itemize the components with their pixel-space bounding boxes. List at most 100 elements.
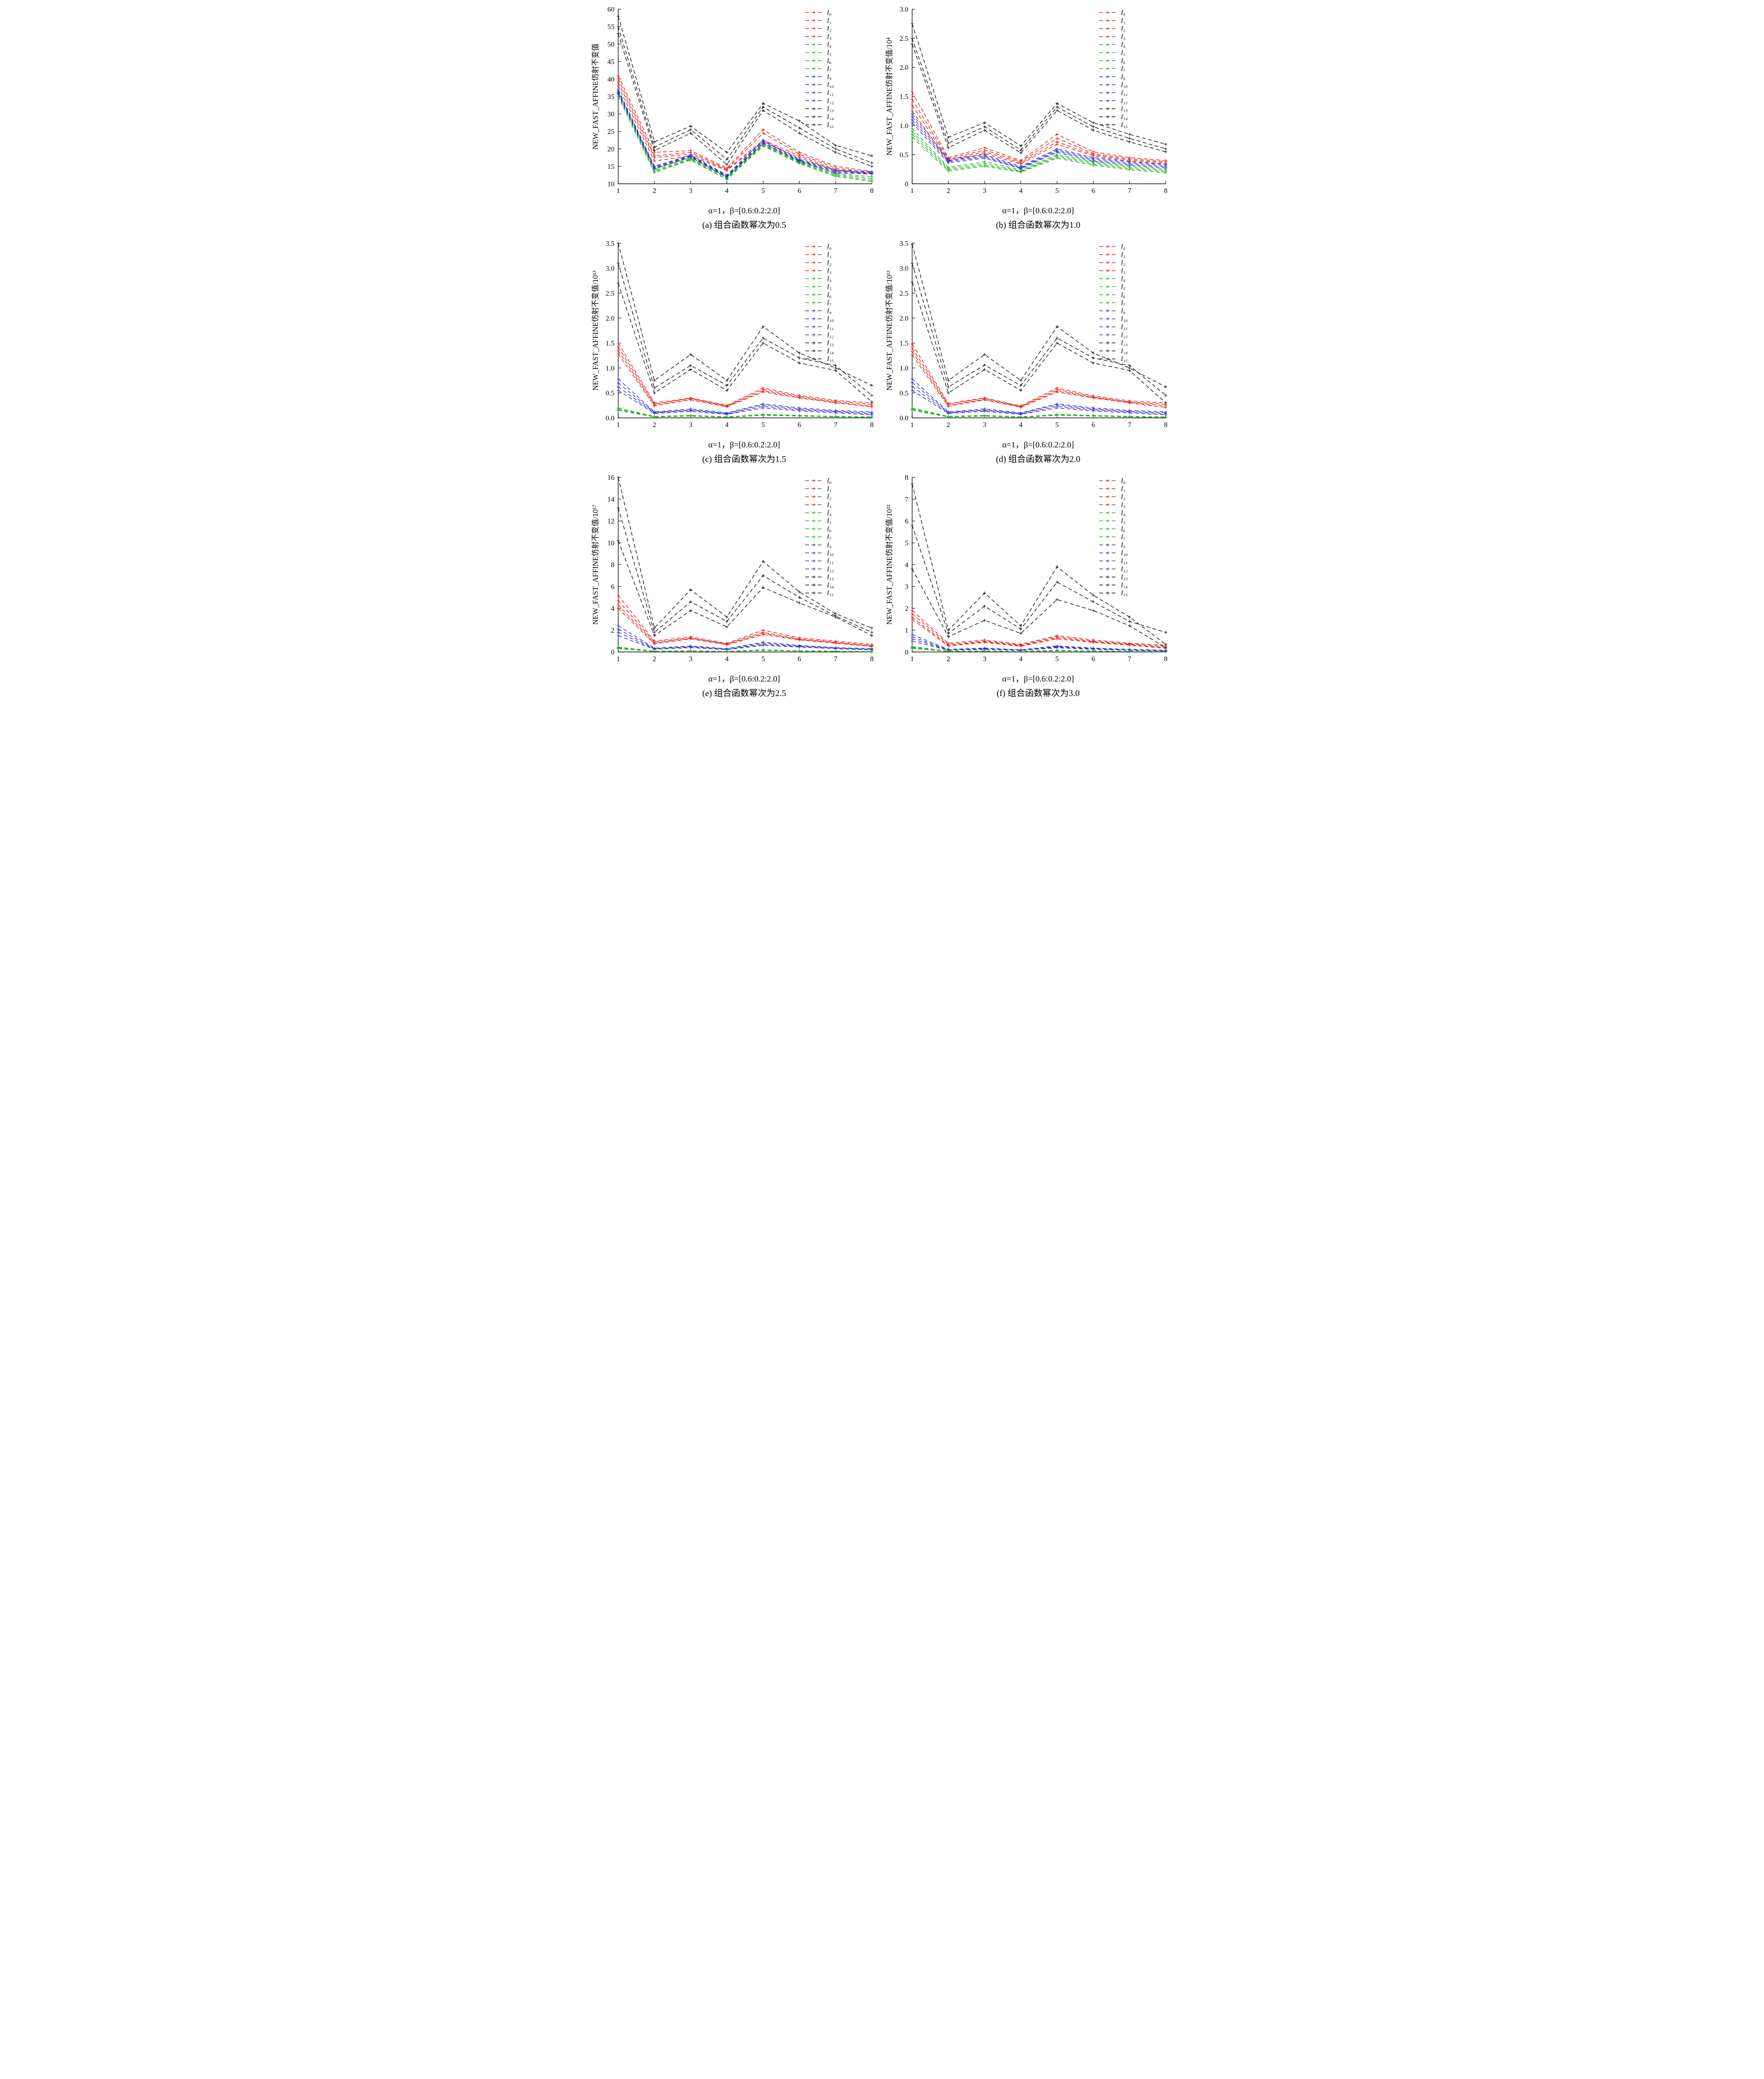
svg-text:I₀: I₀ (1120, 243, 1125, 250)
svg-text:5: 5 (761, 187, 765, 195)
svg-text:2: 2 (947, 655, 950, 663)
svg-text:1: 1 (617, 187, 620, 195)
svg-text:3.0: 3.0 (606, 264, 614, 272)
svg-text:4: 4 (725, 421, 729, 429)
svg-text:I₁₁: I₁₁ (1120, 323, 1127, 331)
svg-text:I₄: I₄ (1120, 41, 1125, 48)
chart-canvas-a: 1 2 3 4 5 6 7 81015202530354045505560NEW_FAST_A… (592, 5, 874, 195)
svg-text:8: 8 (1164, 655, 1168, 663)
svg-text:I₃: I₃ (826, 501, 831, 509)
svg-text:4: 4 (905, 561, 909, 569)
svg-text:3: 3 (905, 583, 909, 591)
caption-a: (a) 组合函数幂次为0.5 (702, 220, 786, 230)
svg-text:20: 20 (607, 145, 614, 153)
panel-e: 1 2 3 4 5 6 7 8 0 2 4 6 8 10 12 14 16 NEW_FAST_AFFINE仿射不变… (588, 471, 882, 703)
svg-text:I₁₄: I₁₄ (1120, 348, 1127, 355)
svg-text:0.5: 0.5 (900, 151, 908, 159)
svg-text:I₂: I₂ (826, 259, 831, 267)
figure-page: 1 2 3 4 5 6 7 8 10 15 20 25 30 35 40 45 50 55 60 NEW_FAST_A… (588, 0, 1176, 707)
svg-text:6: 6 (1091, 421, 1095, 429)
svg-text:I₉: I₉ (1120, 307, 1125, 314)
svg-text:I₁₂: I₁₂ (826, 97, 834, 104)
svg-text:I₃: I₃ (1120, 267, 1125, 274)
svg-text:4: 4 (725, 187, 729, 195)
svg-text:7: 7 (1128, 421, 1132, 429)
svg-text:3: 3 (983, 187, 987, 195)
svg-text:2: 2 (653, 655, 656, 663)
svg-text:8: 8 (1164, 421, 1168, 429)
chart-canvas-f: 1 2 3 4 5 6 7 8012345678NEW_FAST_AFFINE仿射不变值/10… (886, 474, 1168, 663)
svg-text:40: 40 (607, 75, 614, 83)
svg-text:2: 2 (905, 605, 909, 612)
svg-text:I₁₂: I₁₂ (1120, 97, 1128, 104)
caption-e: (e) 组合函数幂次为2.5 (702, 688, 786, 698)
svg-text:3: 3 (983, 421, 987, 429)
svg-text:1.5: 1.5 (606, 339, 614, 347)
svg-text:I₆: I₆ (826, 57, 831, 64)
svg-text:NEW_FAST_AFFINE仿射不变值: NEW_FAST_AFFINE仿射不变值 (592, 44, 600, 150)
svg-text:1.5: 1.5 (900, 93, 908, 101)
svg-text:60: 60 (607, 5, 614, 13)
x-axis-label-f: α=1，β=[0.6:0.2:2.0] (1002, 674, 1074, 684)
svg-text:0.0: 0.0 (606, 414, 614, 422)
svg-text:8: 8 (870, 187, 874, 195)
svg-text:I₆: I₆ (826, 526, 831, 533)
svg-text:2.0: 2.0 (606, 314, 614, 322)
svg-text:6: 6 (611, 583, 615, 591)
svg-text:I₁₄: I₁₄ (1120, 582, 1127, 589)
svg-text:6: 6 (797, 655, 801, 663)
svg-text:12: 12 (607, 517, 614, 525)
svg-text:I₁₁: I₁₁ (1120, 89, 1127, 96)
svg-text:I₁₃: I₁₃ (1120, 106, 1127, 113)
svg-text:I₁₁: I₁₁ (826, 89, 834, 96)
panel-b: 1 2 3 4 5 6 7 8 0 0.5 1.0 1.5 2.0 2.5 3.0 NEW_FAST_AFFI… (882, 2, 1176, 235)
svg-text:I₉: I₉ (826, 73, 831, 80)
svg-text:7: 7 (834, 655, 838, 663)
svg-text:0.5: 0.5 (900, 389, 908, 397)
svg-text:I₅: I₅ (826, 518, 831, 525)
svg-text:I₁₂: I₁₂ (826, 565, 834, 573)
svg-text:I₁₅: I₁₅ (826, 121, 834, 128)
chart-canvas-e: 1 2 3 4 5 6 7 80246810121416NEW_FAST_AFFINE仿射不变… (592, 474, 873, 663)
svg-text:I₇: I₇ (826, 65, 831, 72)
svg-text:2: 2 (611, 627, 615, 635)
svg-text:I₄: I₄ (826, 509, 831, 516)
svg-text:5: 5 (1055, 655, 1059, 663)
svg-text:I₁₁: I₁₁ (826, 323, 834, 331)
svg-text:5: 5 (1055, 187, 1059, 195)
svg-text:I₁₀: I₁₀ (826, 316, 834, 323)
svg-text:I₄: I₄ (1120, 509, 1125, 516)
caption-f: (f) 组合函数幂次为3.0 (997, 688, 1080, 698)
panel-c: 1 2 3 4 5 6 7 8 0.0 0.5 1.0 1.5 2.0 2.5 3.0 3.5 NEW_FAST… (588, 237, 882, 469)
svg-text:I₁₄: I₁₄ (1120, 114, 1127, 121)
svg-text:7: 7 (905, 496, 909, 504)
svg-text:I₇: I₇ (1120, 533, 1125, 541)
svg-text:I₁₃: I₁₃ (826, 106, 834, 113)
x-axis-label-e: α=1，β=[0.6:0.2:2.0] (708, 674, 780, 684)
svg-text:1: 1 (910, 187, 914, 195)
svg-text:6: 6 (797, 187, 801, 195)
svg-text:I₁₄: I₁₄ (826, 582, 834, 589)
svg-text:5: 5 (1055, 421, 1059, 429)
svg-text:55: 55 (607, 23, 614, 31)
svg-text:50: 50 (607, 40, 614, 48)
caption-c: (c) 组合函数幂次为1.5 (702, 454, 786, 464)
svg-text:I₁₀: I₁₀ (1120, 550, 1127, 557)
svg-text:I₇: I₇ (826, 299, 831, 306)
caption-d: (d) 组合函数幂次为2.0 (996, 454, 1081, 464)
svg-text:I₉: I₉ (826, 541, 831, 548)
svg-text:I₀: I₀ (826, 477, 831, 484)
svg-text:I₁₄: I₁₄ (826, 348, 834, 355)
svg-text:I₂: I₂ (1120, 25, 1125, 32)
svg-text:6: 6 (1091, 187, 1095, 195)
svg-text:I₁: I₁ (826, 485, 831, 492)
svg-text:4: 4 (725, 655, 729, 663)
svg-text:NEW_FAST_AFFINE仿射不变值/10²²: NEW_FAST_AFFINE仿射不变值/10²² (886, 505, 893, 625)
svg-text:I₄: I₄ (826, 41, 831, 48)
svg-text:I₉: I₉ (1120, 541, 1125, 548)
svg-text:7: 7 (1128, 655, 1132, 663)
svg-text:I₂: I₂ (1120, 259, 1125, 267)
svg-text:2.5: 2.5 (900, 35, 908, 42)
svg-text:4: 4 (1019, 421, 1023, 429)
chart-canvas-d: 1 2 3 4 5 6 7 8 0.0 0.5 1.0 1.5 2.0 2.5 3.0 3.5 NEW_FAST… (886, 240, 1168, 429)
